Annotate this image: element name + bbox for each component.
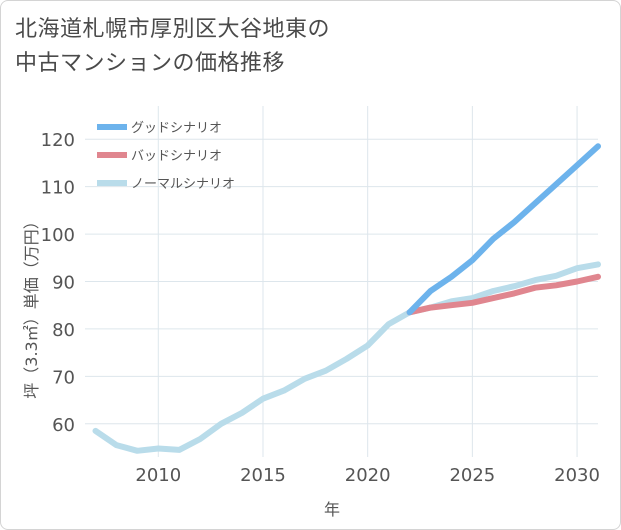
legend-label-1: バッドシナリオ	[131, 149, 222, 164]
chart-title-line2: 中古マンションの価格推移	[15, 51, 286, 76]
y-tick-label: 90	[52, 273, 75, 294]
chart-title: 北海道札幌市厚別区大谷地東の 中古マンションの価格推移	[15, 13, 575, 81]
series-line-2	[92, 261, 601, 454]
y-tick-label: 60	[52, 415, 75, 436]
legend-label-0: グッドシナリオ	[131, 121, 222, 136]
series-lines	[92, 143, 601, 454]
x-axis-ticks: 2010 2015 2020 2025 2030	[135, 465, 600, 486]
series-line-0	[406, 143, 601, 316]
y-axis-ticks: 60 70 80 90 100 110 120	[41, 130, 75, 436]
chart-title-line1: 北海道札幌市厚別区大谷地東の	[15, 17, 331, 42]
series-line-1	[406, 273, 601, 316]
y-tick-label: 120	[41, 130, 75, 151]
x-tick-label: 2010	[135, 465, 181, 486]
legend-label-2: ノーマルシナリオ	[131, 177, 235, 192]
y-axis-label: 坪（3.3㎡）単価（万円）	[22, 213, 41, 398]
x-tick-label: 2015	[240, 465, 286, 486]
x-axis-label: 年	[324, 500, 340, 519]
x-tick-label: 2025	[449, 465, 495, 486]
x-tick-label: 2020	[345, 465, 391, 486]
x-tick-label: 2030	[554, 465, 600, 486]
y-tick-label: 80	[52, 320, 75, 341]
y-tick-label: 100	[41, 225, 75, 246]
y-tick-label: 70	[52, 367, 75, 388]
y-tick-label: 110	[41, 178, 75, 199]
